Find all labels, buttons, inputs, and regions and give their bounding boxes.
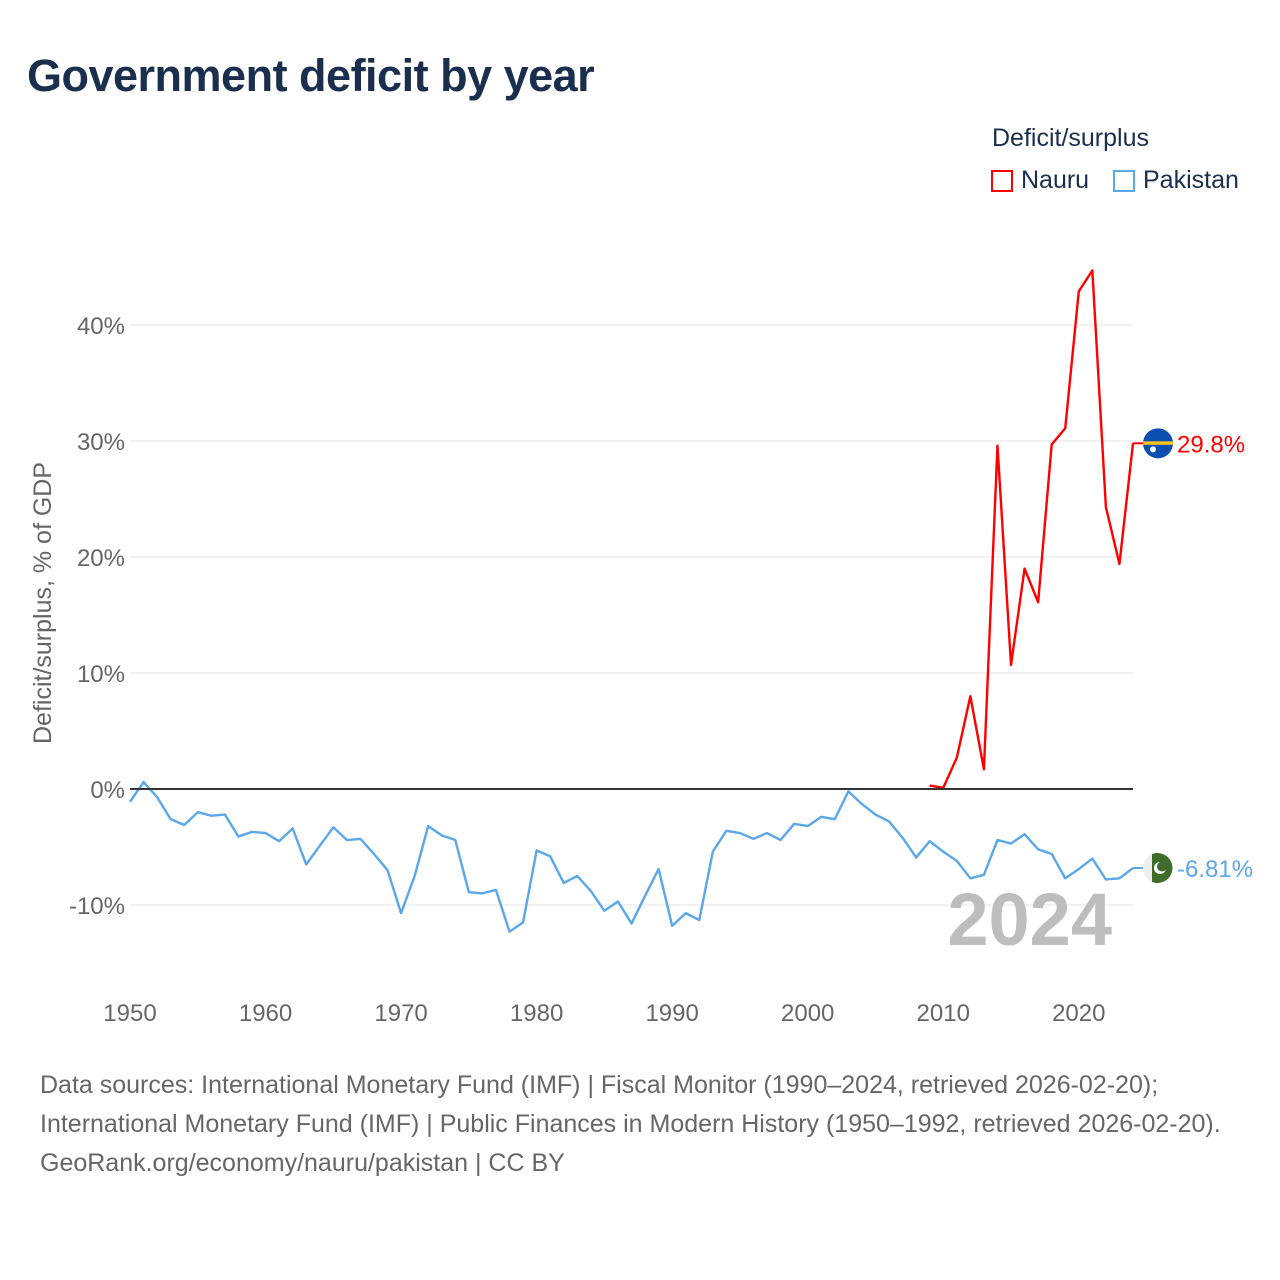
pakistan-flag-icon: [1143, 852, 1173, 883]
legend-label-pakistan: Pakistan: [1143, 166, 1239, 194]
page-title: Government deficit by year: [27, 50, 595, 101]
current-year-label: 2024: [947, 878, 1112, 961]
end-value-label-pakistan: -6.81%: [1177, 856, 1253, 883]
series-line-pakistan: [129, 780, 1134, 933]
y-tick-label: 20%: [77, 545, 125, 572]
x-tick-label: 1950: [103, 1000, 156, 1027]
nauru-flag-icon: [1143, 428, 1173, 459]
legend-item-nauru[interactable]: Nauru: [991, 166, 1089, 195]
x-tick-label: 1970: [374, 1000, 427, 1027]
x-tick-label: 2010: [917, 1000, 970, 1027]
y-tick-label: 30%: [77, 429, 125, 456]
legend-swatch-nauru: [991, 169, 1013, 192]
end-value-label-nauru: 29.8%: [1177, 431, 1245, 458]
x-tick-label: 1980: [510, 1000, 563, 1027]
x-tick-label: 1960: [239, 1000, 292, 1027]
flag-star: [1150, 446, 1156, 453]
x-tick-label: 2000: [781, 1000, 834, 1027]
legend-label-nauru: Nauru: [1021, 166, 1090, 194]
flag-crescent-cut: [1157, 861, 1167, 872]
y-tick-label: 40%: [77, 313, 125, 340]
legend-swatch-pakistan: [1113, 169, 1135, 192]
x-tick-label: 1990: [645, 1000, 698, 1027]
y-tick-label: 10%: [77, 661, 125, 688]
flag-stripe: [1143, 441, 1173, 445]
line-chart: -10% 0% 10% 20% 30% 40% 1950 1960 1970 1980 1990 20…: [29, 269, 1253, 1027]
y-tick-label: -10%: [69, 893, 125, 920]
y-axis-title: Deficit/surplus, % of GDP: [29, 462, 57, 744]
credit-link[interactable]: GeoRank.org/economy/nauru/pakistan | CC …: [40, 1149, 565, 1177]
legend-title: Deficit/surplus: [992, 124, 1149, 152]
footer: Data sources: International Monetary Fun…: [40, 1066, 1240, 1183]
y-tick-label: 0%: [90, 777, 125, 804]
data-sources: Data sources: International Monetary Fun…: [40, 1071, 1221, 1138]
series-line-nauru: [929, 269, 1135, 790]
x-tick-label: 2020: [1052, 1000, 1105, 1027]
legend-item-pakistan[interactable]: Pakistan: [1113, 166, 1239, 195]
